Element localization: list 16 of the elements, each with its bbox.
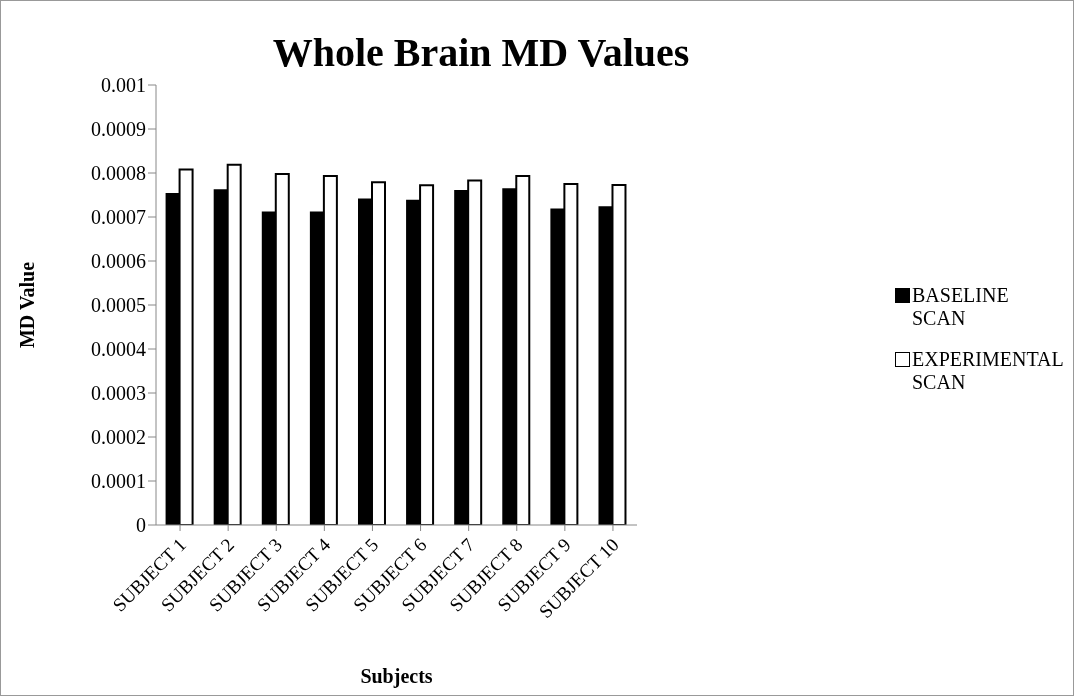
y-tick-label: 0.001 (101, 74, 146, 97)
y-tick-label: 0.0008 (91, 162, 146, 185)
legend-label: EXPERIMENTAL SCAN (912, 348, 1064, 394)
y-tick-label: 0.0004 (91, 338, 146, 361)
chart-title: Whole Brain MD Values (271, 29, 691, 76)
x-axis-title: Subjects (360, 665, 433, 688)
y-tick-label: 0.0009 (91, 118, 146, 141)
y-axis-title: MD Value (16, 261, 39, 349)
y-tick-label: 0.0003 (91, 382, 146, 405)
y-tick-label: 0.0007 (91, 206, 146, 229)
y-tick-label: 0.0001 (91, 470, 146, 493)
y-tick-label: 0.0002 (91, 426, 146, 449)
y-tick-label: 0 (136, 514, 146, 537)
legend-label: BASELINE SCAN (912, 284, 1010, 330)
y-tick-label: 0.0005 (91, 294, 146, 317)
y-tick-label: 0.0006 (91, 250, 146, 273)
